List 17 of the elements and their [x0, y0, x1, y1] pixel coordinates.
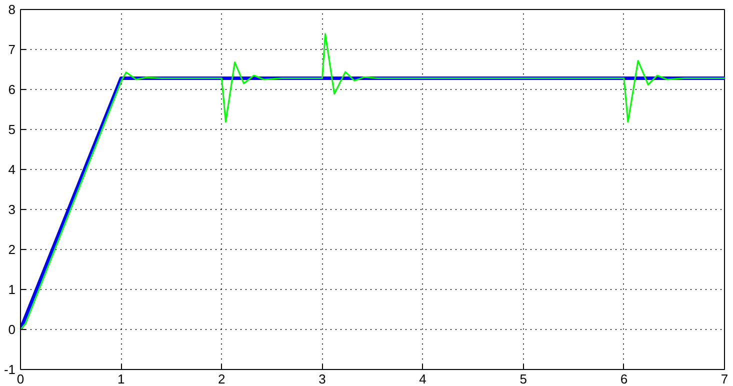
y-tick-label: 3: [8, 202, 16, 217]
x-tick-label: 3: [318, 372, 326, 386]
y-tick-label: 1: [8, 282, 16, 297]
y-tick-label: 2: [8, 242, 16, 257]
x-tick-label: 5: [520, 372, 527, 386]
x-tick-label: 1: [117, 372, 125, 386]
x-tick-label: 2: [218, 372, 226, 386]
y-tick-label: 8: [8, 2, 16, 17]
y-tick-label: 6: [8, 82, 16, 97]
y-tick-label: -1: [4, 362, 16, 377]
x-tick-label: 7: [720, 372, 728, 386]
y-tick-label: 7: [8, 42, 16, 57]
y-tick-label: 0: [8, 322, 16, 337]
x-tick-label: 6: [620, 372, 628, 386]
x-tick-label: 4: [419, 372, 426, 386]
y-tick-label: 4: [8, 162, 16, 177]
y-tick-label: 5: [8, 122, 16, 137]
